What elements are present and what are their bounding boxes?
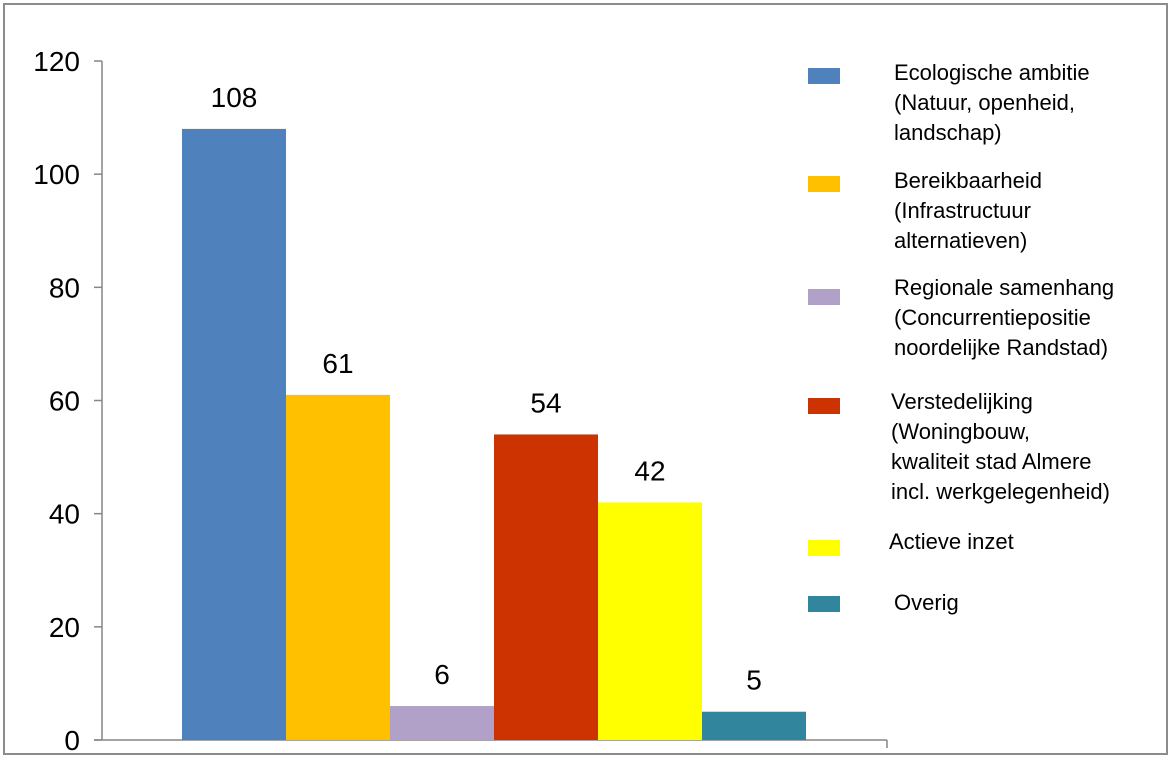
data-label: 5 — [746, 665, 762, 696]
legend-swatch — [808, 596, 840, 612]
legend-swatch — [808, 540, 840, 556]
y-tick-label: 0 — [64, 725, 80, 753]
bar — [182, 128, 286, 740]
y-tick-label: 100 — [33, 159, 80, 190]
data-label: 108 — [211, 82, 258, 113]
bar — [494, 434, 598, 740]
y-tick-label: 40 — [49, 499, 80, 530]
y-tick-label: 120 — [33, 46, 80, 77]
legend-swatch — [808, 289, 840, 305]
data-label: 61 — [322, 348, 353, 379]
legend-swatch — [808, 176, 840, 192]
legend-swatch — [808, 398, 840, 414]
legend-label: Bereikbaarheid (Infrastructuur alternati… — [894, 168, 1042, 253]
legend-label: Actieve inzet — [889, 529, 1014, 554]
y-tick-label: 80 — [49, 272, 80, 303]
bars — [182, 128, 806, 740]
bar — [286, 394, 390, 740]
data-label: 42 — [634, 455, 665, 486]
legend-swatch — [808, 68, 840, 84]
y-ticks: 0 20 40 60 80 100 120 — [33, 46, 888, 753]
bar-chart: 0 20 40 60 80 100 120 108 61 6 54 42 5 — [33, 46, 888, 753]
chart-frame: 0 20 40 60 80 100 120 108 61 6 54 42 5 Ecologische … — [3, 3, 1168, 755]
legend-label: Regionale samenhang (Concurrentiepositie… — [894, 275, 1115, 360]
bar — [598, 502, 702, 740]
legend-label: Ecologische ambitie (Natuur, openheid, l… — [894, 60, 1090, 145]
bar — [390, 706, 494, 740]
y-tick-label: 20 — [49, 612, 80, 643]
bar — [702, 711, 806, 740]
data-label: 6 — [434, 659, 450, 690]
data-labels: 108 61 6 54 42 5 — [211, 82, 762, 696]
legend-label: Verstedelijking (Woningbouw, kwaliteit s… — [891, 389, 1110, 504]
y-tick-label: 60 — [49, 386, 80, 417]
data-label: 54 — [530, 387, 561, 418]
legend-label: Overig — [894, 590, 959, 615]
